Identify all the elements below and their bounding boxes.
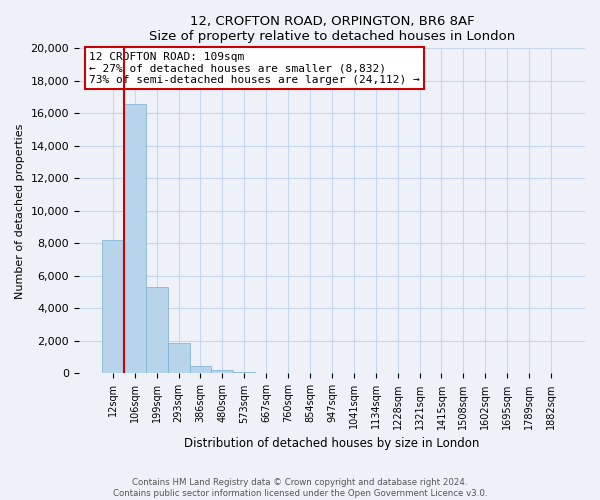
Title: 12, CROFTON ROAD, ORPINGTON, BR6 8AF
Size of property relative to detached house: 12, CROFTON ROAD, ORPINGTON, BR6 8AF Siz… (149, 15, 515, 43)
Text: Contains HM Land Registry data © Crown copyright and database right 2024.
Contai: Contains HM Land Registry data © Crown c… (113, 478, 487, 498)
X-axis label: Distribution of detached houses by size in London: Distribution of detached houses by size … (184, 437, 479, 450)
Bar (190, 366, 211, 374)
Bar (255, 372, 277, 374)
Bar (124, 104, 146, 374)
Bar (233, 372, 255, 374)
Bar (146, 288, 167, 374)
Bar (277, 372, 299, 374)
Text: 12 CROFTON ROAD: 109sqm
← 27% of detached houses are smaller (8,832)
73% of semi: 12 CROFTON ROAD: 109sqm ← 27% of detache… (89, 52, 420, 85)
Bar (102, 240, 124, 374)
Bar (211, 370, 233, 374)
Y-axis label: Number of detached properties: Number of detached properties (15, 123, 25, 298)
Bar (167, 344, 190, 374)
